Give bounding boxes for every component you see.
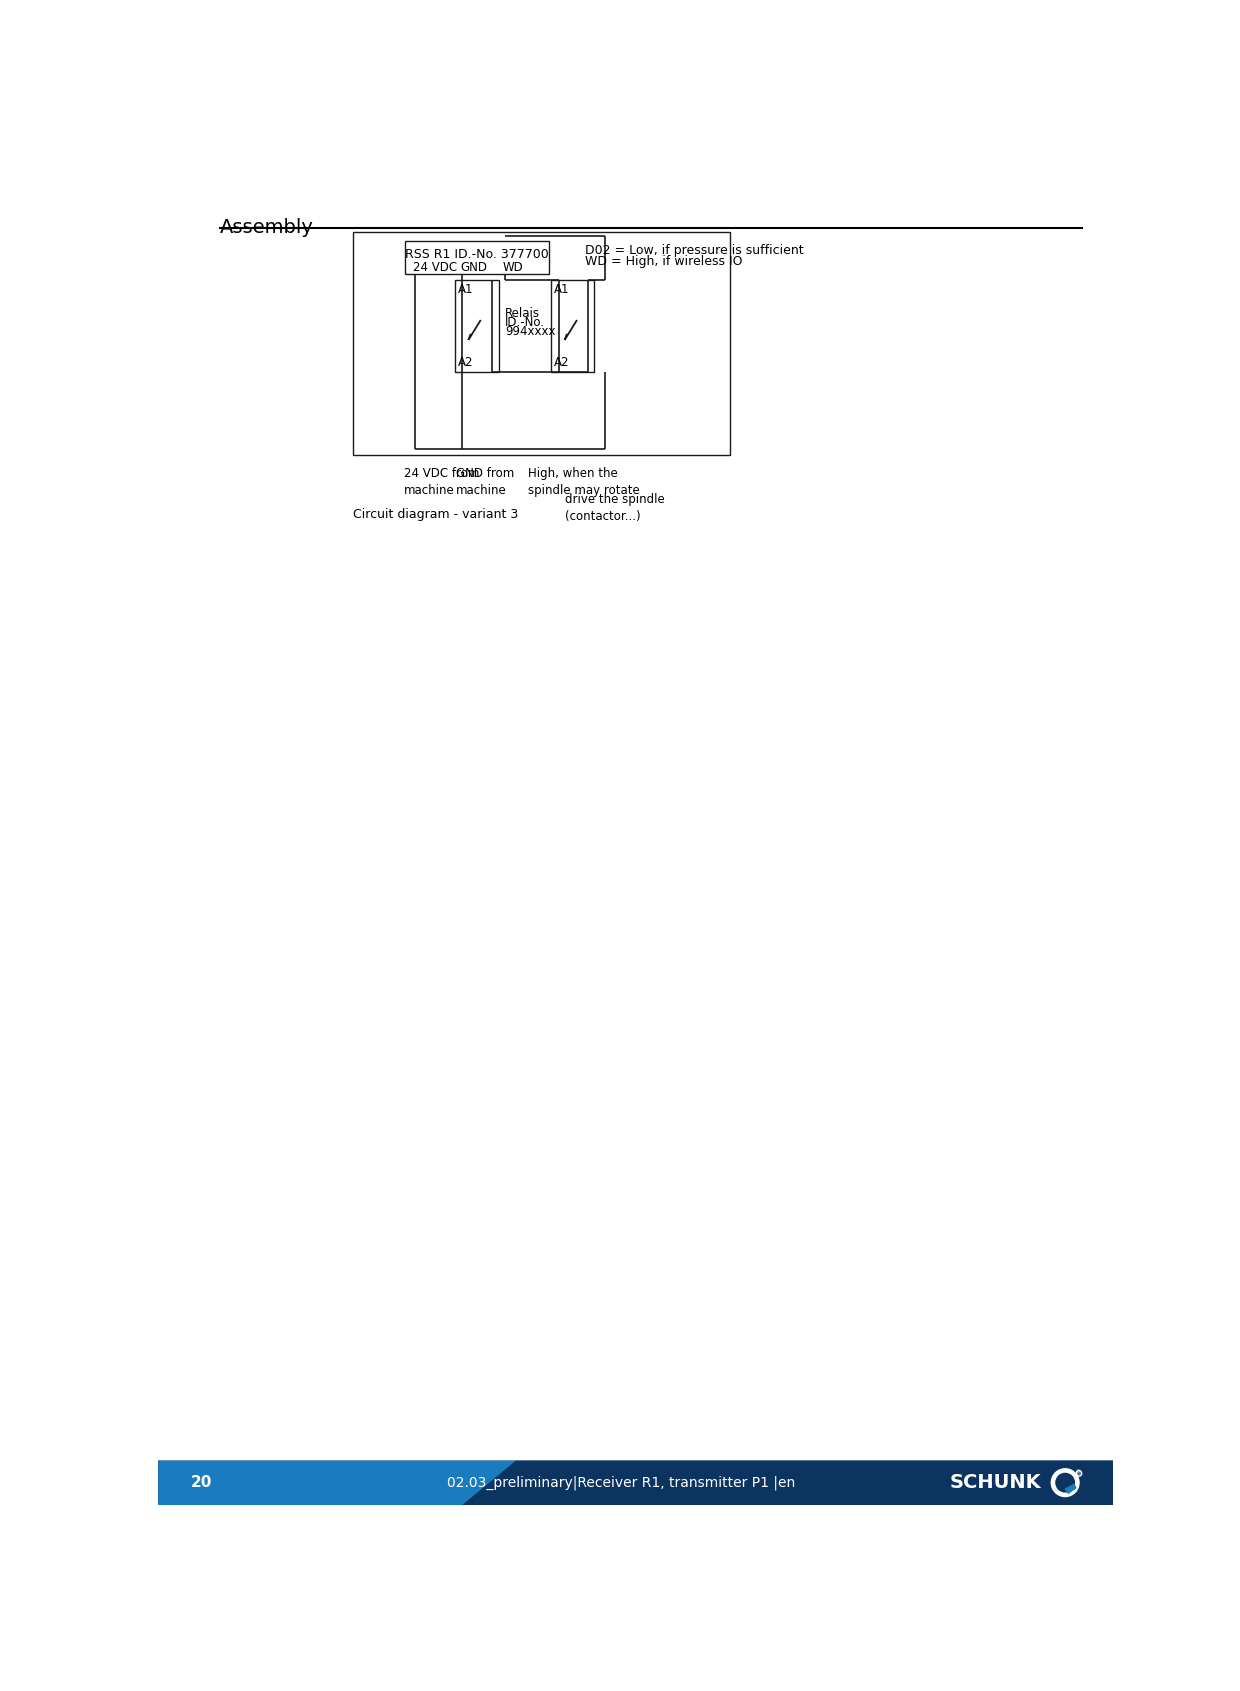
Text: 24 VDC: 24 VDC	[413, 262, 458, 274]
Text: ®: ®	[1075, 1471, 1083, 1476]
Bar	[551, 281, 594, 372]
Text: A2: A2	[554, 357, 569, 369]
Bar	[353, 232, 730, 455]
Text: ID.-No.: ID.-No.	[506, 316, 546, 330]
Text: D02 = Low, if pressure is sufficient: D02 = Low, if pressure is sufficient	[585, 244, 804, 257]
Text: A1: A1	[458, 282, 474, 296]
Polygon shape	[1064, 1483, 1076, 1495]
Text: Relais: Relais	[506, 306, 541, 320]
Text: Assembly: Assembly	[219, 218, 314, 237]
Text: 994xxxx: 994xxxx	[506, 325, 556, 338]
Text: SCHUNK: SCHUNK	[950, 1473, 1042, 1491]
Text: 02.03_preliminary|Receiver R1, transmitter P1 |en: 02.03_preliminary|Receiver R1, transmitt…	[446, 1476, 795, 1490]
Polygon shape	[157, 1461, 516, 1505]
Circle shape	[1052, 1469, 1079, 1497]
Text: 24 VDC from
machine: 24 VDC from machine	[404, 467, 479, 497]
Text: WD: WD	[503, 262, 523, 274]
Text: RSS R1 ID.-No. 377700: RSS R1 ID.-No. 377700	[405, 247, 549, 260]
Text: A2: A2	[458, 357, 474, 369]
Text: 20: 20	[191, 1475, 212, 1490]
Text: A1: A1	[554, 282, 569, 296]
Text: drive the spindle
(contactor...): drive the spindle (contactor...)	[565, 494, 665, 523]
Text: GND from
machine: GND from machine	[456, 467, 515, 497]
Bar	[157, 1461, 1114, 1505]
Text: GND: GND	[461, 262, 487, 274]
Circle shape	[1056, 1473, 1074, 1491]
Bar	[404, 242, 549, 274]
Bar	[455, 281, 500, 372]
Text: Circuit diagram - variant 3: Circuit diagram - variant 3	[353, 507, 518, 521]
Text: High, when the
spindle may rotate: High, when the spindle may rotate	[528, 467, 640, 497]
Text: WD = High, if wireless IO: WD = High, if wireless IO	[585, 255, 743, 269]
